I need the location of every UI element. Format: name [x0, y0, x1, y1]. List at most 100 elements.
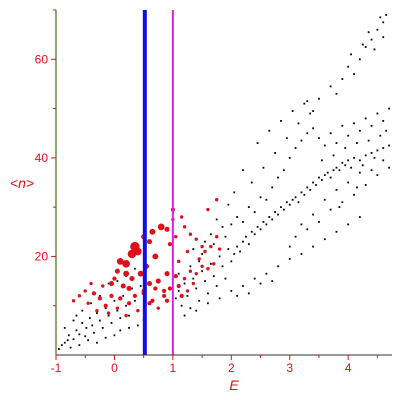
- data-point: [353, 73, 355, 75]
- data-point: [297, 201, 300, 204]
- data-point: [239, 250, 241, 253]
- data-point: [247, 206, 250, 209]
- data-point: [350, 53, 352, 56]
- data-point: [224, 235, 227, 238]
- data-point: [303, 193, 306, 196]
- data-point: [347, 65, 350, 68]
- data-point: [101, 284, 105, 288]
- data-point: [71, 299, 76, 303]
- data-point: [157, 223, 165, 231]
- data-point: [385, 14, 388, 16]
- data-point: [104, 307, 107, 310]
- data-point: [259, 196, 262, 199]
- data-point: [209, 262, 212, 265]
- data-point: [230, 223, 233, 226]
- data-point: [326, 171, 329, 174]
- data-point: [367, 139, 370, 142]
- data-point: [382, 119, 385, 122]
- data-point: [341, 124, 344, 127]
- data-point: [335, 230, 338, 233]
- data-point: [63, 326, 66, 329]
- data-point: [233, 253, 236, 255]
- data-point: [198, 260, 201, 263]
- data-point: [123, 270, 130, 277]
- data-point: [177, 272, 180, 275]
- data-point: [91, 291, 97, 296]
- data-point: [93, 331, 95, 334]
- data-point: [294, 196, 297, 199]
- data-point: [182, 276, 187, 281]
- data-point: [167, 286, 173, 291]
- data-point: [60, 344, 63, 347]
- data-point: [78, 344, 81, 347]
- data-point: [230, 290, 233, 292]
- data-point: [107, 314, 110, 317]
- data-point: [277, 213, 279, 216]
- data-point: [283, 169, 285, 172]
- data-point: [133, 299, 136, 302]
- data-point: [376, 149, 379, 152]
- data-point: [207, 302, 209, 305]
- data-point: [128, 326, 130, 329]
- data-point: [103, 303, 108, 308]
- data-point: [122, 259, 130, 268]
- data-point: [201, 270, 203, 273]
- data-point: [221, 265, 224, 268]
- data-point: [215, 235, 219, 239]
- data-point: [195, 309, 198, 312]
- data-point: [189, 265, 192, 268]
- data-point: [303, 102, 306, 105]
- x-tick-label: -1: [51, 361, 62, 375]
- data-point: [300, 191, 303, 194]
- data-point: [242, 240, 244, 243]
- data-point: [253, 211, 256, 213]
- data-point: [361, 43, 364, 46]
- data-point: [119, 329, 122, 332]
- data-point: [242, 169, 244, 172]
- data-point: [185, 249, 190, 254]
- data-point: [347, 223, 350, 226]
- data-point: [192, 248, 195, 250]
- data-point: [126, 301, 132, 306]
- data-point: [204, 240, 206, 243]
- data-point: [382, 36, 385, 39]
- data-point: [376, 112, 379, 115]
- data-point: [268, 129, 271, 132]
- data-point: [274, 211, 277, 213]
- data-point: [204, 280, 206, 282]
- data-point: [265, 272, 268, 275]
- data-point: [189, 307, 192, 310]
- data-point: [183, 282, 186, 285]
- data-point: [306, 186, 309, 189]
- data-point: [271, 280, 274, 282]
- data-point: [85, 326, 88, 329]
- y-tick-label: 20: [35, 249, 49, 263]
- data-point: [120, 283, 126, 289]
- data-point: [250, 230, 253, 233]
- data-point: [146, 280, 153, 287]
- data-point: [88, 317, 91, 319]
- data-point: [132, 293, 138, 298]
- data-point: [176, 283, 181, 289]
- x-tick-label: 4: [345, 361, 352, 375]
- data-point: [83, 289, 87, 293]
- data-point: [242, 285, 244, 287]
- data-point: [277, 265, 279, 268]
- data-point: [353, 156, 355, 159]
- data-point: [75, 314, 78, 317]
- data-point: [247, 292, 250, 295]
- data-point: [388, 166, 390, 169]
- data-point: [206, 207, 210, 212]
- data-point: [113, 334, 116, 337]
- data-point: [67, 334, 70, 337]
- data-point: [125, 304, 128, 307]
- data-point: [370, 124, 373, 127]
- data-point: [288, 203, 291, 206]
- data-point: [335, 166, 338, 169]
- data-point: [215, 198, 219, 202]
- reference-lines: [142, 10, 174, 355]
- data-point: [247, 243, 250, 246]
- points-layer: [58, 14, 390, 350]
- data-point: [156, 306, 160, 310]
